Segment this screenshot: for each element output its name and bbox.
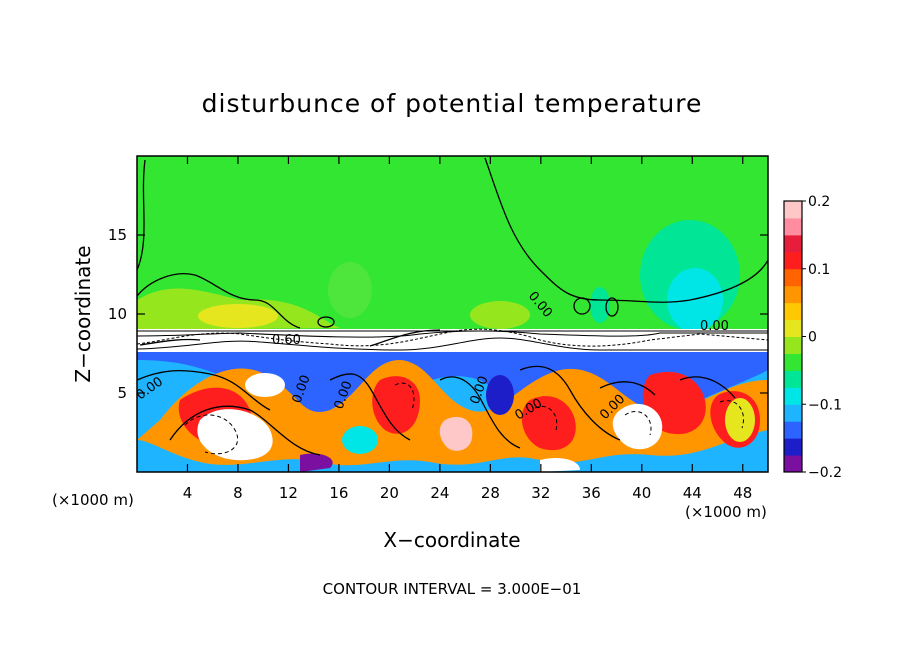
colorbar-swatch (784, 387, 802, 405)
colorbar-swatch (784, 404, 802, 422)
contour-interval-note: CONTOUR INTERVAL = 3.000E−01 (323, 580, 582, 598)
field-blob (197, 409, 273, 461)
colorbar-swatch (784, 370, 802, 388)
x-tick-label: 20 (380, 484, 399, 502)
colorbar-tick-label: 0.1 (808, 262, 830, 278)
x-tick-label: 44 (683, 484, 702, 502)
x-tick-label: 8 (233, 484, 243, 502)
field-contours-band (137, 328, 768, 351)
colorbar-swatch (784, 251, 802, 270)
colorbar-swatch (784, 455, 802, 473)
x-unit-left: (×1000 m) (52, 491, 134, 509)
field-blob (725, 398, 755, 442)
field-blob (590, 287, 610, 323)
colorbar-swatch (784, 421, 802, 439)
field-blob (300, 453, 333, 472)
field-blob (439, 416, 473, 451)
y-tick-label: 15 (108, 226, 127, 244)
x-tick-label: 16 (329, 484, 348, 502)
colorbar-swatch (784, 234, 802, 253)
y-axis: 5 10 15 (108, 226, 768, 402)
colorbar-ticks: 0.2 0.1 0 −0.1 −0.2 (802, 194, 842, 481)
field-blob (342, 426, 378, 454)
colorbar-tick-label: −0.2 (808, 465, 842, 481)
colorbar-tick-label: −0.1 (808, 397, 842, 413)
colorbar-swatch (784, 217, 802, 236)
y-tick-label: 5 (117, 384, 127, 402)
x-tick-label: 48 (733, 484, 752, 502)
field-blob (667, 268, 723, 332)
x-tick-label: 32 (531, 484, 550, 502)
colorbar-swatch (784, 302, 802, 321)
colorbar-swatch (784, 268, 802, 287)
x-tick-label: 12 (279, 484, 298, 502)
x-tick-label: 24 (430, 484, 449, 502)
x-tick-label: 36 (582, 484, 601, 502)
chart-title: disturbunce of potential temperature (202, 89, 703, 118)
x-tick-label: 28 (481, 484, 500, 502)
y-tick-label: 10 (108, 305, 127, 323)
plot-field (137, 156, 768, 472)
field-blob (328, 262, 372, 318)
field-blob (245, 373, 285, 397)
x-tick-label: 4 (183, 484, 193, 502)
field-blob (137, 360, 768, 466)
contour-label: 0.60 (272, 333, 301, 348)
field-blob (372, 376, 420, 434)
x-axis: 4 8 12 16 20 24 28 32 36 40 44 48 (183, 156, 752, 502)
colorbar-swatch (784, 319, 802, 337)
y-axis-label: Z−coordinate (71, 245, 95, 382)
colorbar-swatch (784, 201, 802, 219)
field-blob (470, 301, 530, 329)
colorbar-swatch (784, 336, 802, 354)
field-blob (540, 458, 580, 472)
colorbar-tick-label: 0.2 (808, 194, 830, 210)
colorbar-swatch (784, 353, 802, 371)
colorbar-tick-label: 0 (808, 330, 817, 346)
colorbar (783, 200, 803, 473)
field-contours-dashed (184, 382, 744, 455)
field-blob (198, 304, 278, 328)
contour-label: 0.00 (700, 319, 729, 334)
x-unit-right: (×1000 m) (685, 503, 767, 521)
colorbar-swatch (784, 285, 802, 304)
field-blob (612, 403, 663, 450)
field-blob (521, 396, 576, 451)
colorbar-swatch (784, 438, 802, 456)
field-blob (486, 375, 514, 415)
field-contours (137, 157, 768, 456)
x-axis-label: X−coordinate (383, 528, 520, 552)
x-tick-label: 40 (632, 484, 651, 502)
